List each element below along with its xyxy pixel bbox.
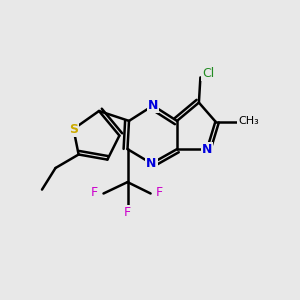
Text: N: N [202,142,212,156]
Text: F: F [124,206,131,219]
Text: S: S [69,122,78,136]
Text: Cl: Cl [202,67,214,80]
Text: F: F [91,185,98,199]
Text: F: F [156,185,163,199]
Text: N: N [146,157,157,170]
Text: N: N [148,99,158,112]
Text: CH₃: CH₃ [238,116,259,127]
